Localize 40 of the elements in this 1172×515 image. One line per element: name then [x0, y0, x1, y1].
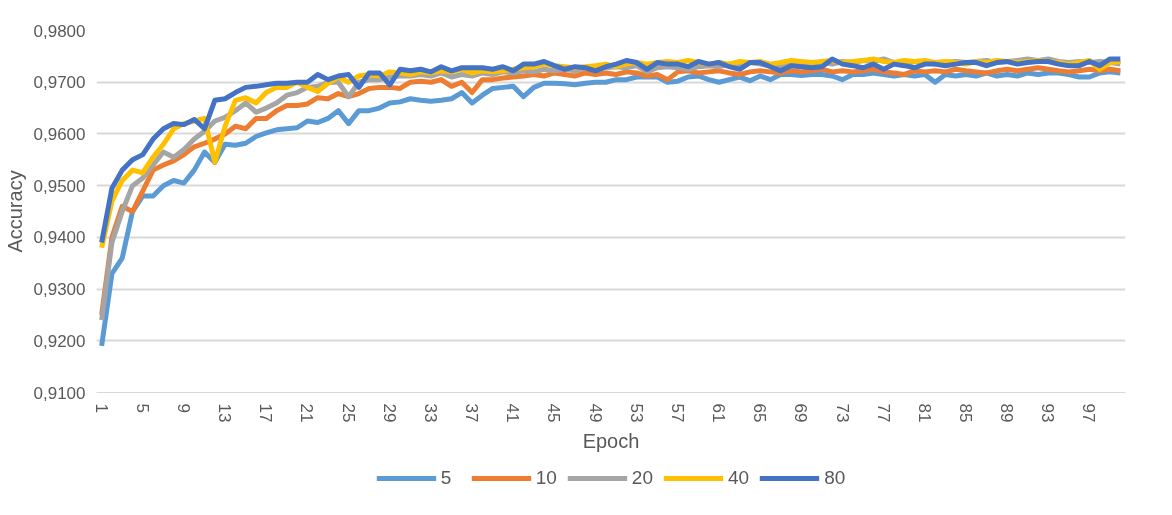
x-tick-label: 37	[462, 403, 482, 423]
x-tick-label: 77	[873, 403, 893, 423]
x-tick-label: 65	[750, 403, 770, 423]
legend-label: 80	[824, 466, 846, 489]
legend-label: 10	[535, 466, 557, 489]
x-tick-label: 69	[791, 403, 811, 423]
y-tick-label: 0,9200	[33, 331, 86, 351]
y-tick-label: 0,9800	[33, 21, 86, 41]
legend-label: 5	[440, 466, 453, 489]
y-tick-label: 0,9100	[33, 383, 86, 403]
x-tick-label: 13	[215, 403, 235, 423]
x-tick-label: 97	[1079, 403, 1099, 423]
x-tick-label: 61	[709, 403, 729, 423]
x-tick-label: 53	[626, 403, 646, 423]
x-tick-label: 85	[956, 403, 976, 423]
x-tick-label: 81	[914, 403, 934, 423]
x-tick-label: 73	[832, 403, 852, 423]
x-tick-label: 49	[585, 403, 605, 423]
x-tick-label: 57	[667, 403, 687, 423]
legend-label: 20	[631, 466, 653, 489]
x-tick-label: 33	[420, 403, 440, 423]
x-tick-label: 93	[1038, 403, 1058, 423]
x-axis-title: Epoch	[582, 430, 640, 453]
x-tick-label: 89	[997, 403, 1017, 423]
x-tick-label: 5	[132, 403, 152, 413]
y-axis-title: Accuracy	[3, 170, 26, 253]
x-tick-label: 9	[173, 403, 193, 413]
y-tick-label: 0,9600	[33, 124, 86, 144]
x-tick-label: 45	[544, 403, 564, 423]
x-tick-label: 21	[297, 403, 317, 423]
x-tick-label: 25	[338, 403, 358, 423]
y-tick-label: 0,9300	[33, 280, 86, 300]
x-tick-label: 17	[256, 403, 276, 423]
y-tick-label: 0,9400	[33, 228, 86, 248]
x-tick-label: 1	[91, 403, 111, 413]
x-tick-label: 41	[503, 403, 523, 423]
legend-label: 40	[728, 466, 750, 489]
y-tick-label: 0,9500	[33, 176, 86, 196]
x-tick-label: 29	[379, 403, 399, 423]
y-tick-label: 0,9700	[33, 73, 86, 93]
